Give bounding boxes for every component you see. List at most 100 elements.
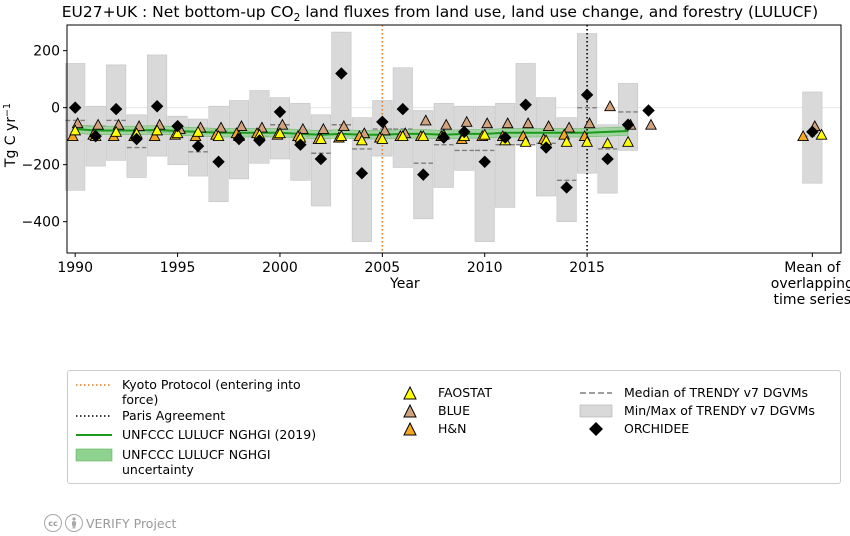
- orchidee-point: [253, 134, 266, 147]
- faostat-point: [151, 124, 164, 136]
- legend: Kyoto Protocol (entering into force) Pari…: [67, 370, 841, 484]
- legend-item-orchidee: ORCHIDEE: [576, 421, 689, 437]
- blue-point: [645, 118, 657, 130]
- legend-hn-label: H&N: [438, 421, 467, 436]
- legend-item-faostat: FAOSTAT: [390, 385, 492, 401]
- blue-point: [440, 118, 453, 130]
- blue-point: [378, 124, 391, 136]
- faostat-point: [171, 127, 184, 139]
- chart: EU27+UK : Net bottom-up CO2 land fluxes …: [2, 3, 850, 308]
- legend-item-blue: BLUE: [390, 403, 470, 419]
- blue-point: [501, 117, 514, 129]
- plot-frame: [66, 24, 842, 254]
- blue-point: [604, 100, 616, 112]
- blue-point: [481, 117, 494, 129]
- orchidee-point: [498, 131, 512, 144]
- blue-point: [419, 114, 432, 126]
- blue-point: [460, 115, 473, 127]
- faostat-point: [355, 134, 368, 146]
- legend-blue-label: BLUE: [438, 403, 470, 418]
- x-tick-label: 1990: [57, 260, 93, 276]
- blue-point: [276, 118, 289, 130]
- faostat-point: [376, 132, 389, 144]
- legend-kyoto-label: Kyoto Protocol (entering into: [122, 377, 301, 392]
- faostat-point: [560, 135, 573, 147]
- orchidee-point: [539, 141, 553, 154]
- attribution-person-icon: [65, 514, 83, 532]
- hn-point: [66, 130, 79, 142]
- x-tick-label: 2010: [467, 260, 503, 276]
- blue-point: [317, 122, 330, 134]
- x-tick-label-mean: overlapping: [771, 276, 850, 292]
- orchidee-point: [314, 152, 328, 166]
- orchidee-point: [212, 155, 225, 169]
- faostat-point: [519, 135, 532, 147]
- x-tick-label-mean: Mean of: [784, 260, 841, 276]
- minmax-box-swatch: [576, 403, 616, 419]
- trendy-minmax-box: [392, 67, 413, 168]
- orchidee-point: [191, 139, 205, 153]
- orchidee-point: [642, 104, 655, 117]
- legend-median-label: Median of TRENDY v7 DGVMs: [624, 385, 809, 400]
- blue-point: [522, 117, 535, 129]
- x-tick-label: 2000: [262, 260, 298, 276]
- legend-kyoto-label-2: force): [122, 392, 159, 407]
- trendy-minmax-box: [495, 103, 516, 208]
- legend-unfccc-label: UNFCCC LULUCF NGHGI (2019): [122, 427, 317, 442]
- faostat-point: [192, 125, 205, 137]
- trendy-minmax-box: [126, 114, 147, 178]
- faostat-point: [335, 130, 348, 142]
- orchidee-point: [417, 168, 430, 181]
- faostat-point: [417, 130, 430, 142]
- orchidee-point: [355, 166, 369, 180]
- unfccc-series-line: [75, 128, 629, 136]
- orchidee-point-mean: [806, 125, 819, 139]
- trendy-minmax-box: [556, 117, 577, 222]
- orchidee-point: [396, 102, 410, 116]
- blue-point: [92, 118, 105, 130]
- x-tick-label: 2005: [365, 260, 401, 276]
- orchidee-point: [580, 88, 594, 102]
- y-tick-label: 0: [51, 101, 60, 117]
- y-tick-label: 200: [33, 44, 60, 60]
- orchidee-point: [109, 102, 123, 116]
- orchidee-point: [150, 100, 164, 113]
- orchidee-marker-swatch: [576, 421, 616, 437]
- faostat-point: [581, 135, 594, 147]
- legend-item-paris: Paris Agreement: [74, 408, 225, 424]
- orchidee-point: [232, 132, 246, 146]
- y-tick-label: −200: [22, 158, 60, 174]
- x-tick-label-mean: time series: [774, 292, 850, 308]
- legend-item-hn: H&N: [390, 421, 467, 437]
- footer: cc VERIFY Project: [44, 514, 176, 532]
- trendy-minmax-box: [331, 31, 352, 137]
- y-tick-label: −400: [22, 215, 60, 231]
- faostat-point: [212, 130, 225, 142]
- legend-item-minmax: Min/Max of TRENDY v7 DGVMs: [576, 403, 815, 419]
- orchidee-point: [376, 115, 389, 129]
- y-axis-label: Tg C yr−1: [2, 103, 19, 168]
- faostat-point: [110, 125, 123, 137]
- blue-point: [215, 121, 227, 133]
- orchidee-point: [437, 131, 450, 144]
- legend-faostat-label: FAOSTAT: [438, 385, 493, 400]
- x-tick-label: 2015: [569, 260, 605, 276]
- orchidee-point: [458, 125, 471, 139]
- trendy-minmax-box: [433, 103, 454, 188]
- legend-item-kyoto: Kyoto Protocol (entering into force): [74, 377, 301, 407]
- trendy-minmax-box: [413, 110, 434, 220]
- hn-point: [148, 130, 161, 142]
- orchidee-point: [335, 67, 348, 80]
- orchidee-point: [601, 152, 614, 166]
- hn-point-mean: [797, 130, 810, 142]
- orchidee-point: [621, 118, 635, 131]
- blue-marker-swatch: [390, 403, 430, 419]
- orchidee-point: [68, 101, 82, 114]
- blue-point: [542, 120, 555, 132]
- kyoto-line-swatch: [74, 377, 114, 393]
- legend-unfccc-band-label: UNFCCC LULUCF NGHGI: [122, 447, 271, 462]
- footer-project-label: VERIFY Project: [86, 515, 177, 531]
- legend-orchidee-label: ORCHIDEE: [624, 421, 690, 436]
- orchidee-point: [89, 129, 102, 143]
- trendy-minmax-box: [208, 105, 229, 202]
